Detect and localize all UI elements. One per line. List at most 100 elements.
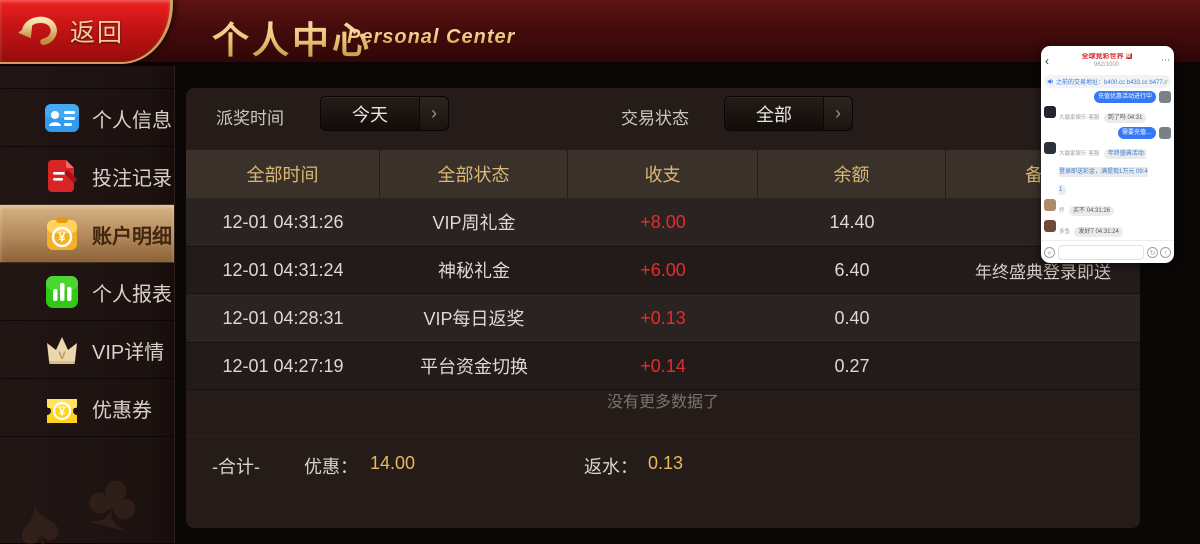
chat-message: 多鱼 发好7 04:31:24 — [1044, 220, 1171, 238]
back-arrow-icon — [18, 16, 57, 45]
back-button[interactable]: 返回 — [0, 0, 173, 64]
table-row: 12-01 04:31:24 神秘礼金 +6.00 6.40 年终盛典登录即送 — [186, 246, 1140, 294]
id-card-icon — [45, 104, 79, 132]
table-row: 12-01 04:27:19 平台资金切换 +0.14 0.27 — [186, 342, 1140, 390]
rebate-label: 返水： — [584, 457, 638, 477]
announcement-text: 之前的交易地址：b400.cc b433.cc b477.cc 之… — [1056, 80, 1166, 86]
speaker-icon — [1047, 78, 1053, 85]
avatar — [1044, 106, 1056, 118]
chat-input-bar: « ↻ ↑ — [1041, 240, 1174, 263]
cell-remark — [946, 294, 1140, 342]
chat-message: 需要充值… — [1044, 127, 1171, 139]
coupon-ticket-icon: ¥ — [47, 399, 77, 423]
avatar — [1044, 220, 1056, 232]
chat-sender-name: 多鱼 — [1059, 229, 1071, 235]
vip-crown-icon: V — [47, 337, 77, 364]
avatar — [1044, 142, 1056, 154]
transaction-status-dropdown[interactable]: 全部 › — [724, 96, 853, 131]
sidebar-item-account-details[interactable]: ¥ 账户明细 — [0, 204, 174, 263]
cell-time: 12-01 04:31:26 — [222, 211, 344, 232]
svg-text:¥: ¥ — [58, 230, 66, 245]
payout-time-dropdown[interactable]: 今天 › — [320, 96, 449, 131]
report-chart-icon — [46, 276, 78, 308]
chat-back-icon[interactable]: ‹ — [1045, 53, 1049, 68]
rebate-value: 0.13 — [648, 453, 684, 473]
cell-amount: +0.14 — [640, 355, 686, 376]
cell-type: VIP每日返奖 — [423, 309, 525, 329]
cell-remark: 年终盛典登录即送 — [975, 262, 1111, 282]
chevron-right-icon: › — [419, 97, 448, 130]
sidebar: 个人信息 投注记录 ¥ 账户明细 个人报表 — [0, 66, 175, 544]
chat-message: 充值优惠活动进行中 — [1044, 91, 1171, 103]
chat-announcement-bar[interactable]: 之前的交易地址：b400.cc b433.cc b477.cc 之… › — [1044, 75, 1171, 88]
chat-sender-name: 大赢家娱乐·客服 — [1059, 151, 1100, 157]
voice-icon[interactable]: « — [1044, 246, 1055, 258]
sidebar-item-label: 个人信息 — [92, 109, 172, 132]
cell-balance: 0.27 — [834, 355, 870, 376]
cell-amount: +0.13 — [640, 307, 686, 328]
chat-title: 全球竞彩世界 — [1081, 52, 1124, 60]
page-subtitle: Personal Center — [347, 26, 516, 48]
chat-sender-name: 乔 — [1059, 208, 1065, 214]
cell-amount: +6.00 — [640, 259, 686, 280]
sidebar-item-label: 账户明细 — [92, 225, 172, 248]
chat-bubble: 到了吗 04:31 — [1103, 113, 1147, 123]
account-detail-panel: 派奖时间 今天 › 交易状态 全部 › 全部时间 全部状态 收支 余额 备注 1… — [186, 88, 1140, 528]
chevron-right-icon: › — [823, 97, 852, 130]
cell-type: 平台资金切换 — [420, 357, 528, 377]
chat-message: 大赢家娱乐·客服 年终盛典活动·登录即送彩金，满提现1万元 09:41 — [1044, 142, 1171, 196]
total-label: -合计- — [212, 457, 260, 477]
sidebar-item-vip-details[interactable]: V VIP详情 — [0, 320, 174, 379]
chat-bubble: 需要充值… — [1117, 127, 1156, 139]
sidebar-item-label: 优惠券 — [92, 399, 152, 422]
send-icon[interactable]: ↑ — [1160, 246, 1171, 258]
cell-balance: 0.40 — [834, 307, 870, 328]
table-header-row: 全部时间 全部状态 收支 余额 备注 — [186, 150, 1140, 198]
transaction-status-value: 全部 — [756, 104, 792, 125]
chat-sender-name: 大赢家娱乐·客服 — [1059, 115, 1100, 121]
column-header-amount: 收支 — [568, 150, 758, 198]
payout-time-value: 今天 — [352, 104, 388, 125]
cell-remark — [946, 343, 1140, 389]
chat-bubble: 充值优惠活动进行中 — [1093, 91, 1156, 103]
refresh-icon[interactable]: ↻ — [1147, 246, 1158, 258]
sidebar-item-profile[interactable]: 个人信息 — [0, 88, 174, 147]
top-bar: 个人中心 Personal Center — [0, 0, 1200, 66]
cell-time: 12-01 04:28:31 — [222, 307, 344, 328]
chat-message: 大赢家娱乐·客服 到了吗 04:31 — [1044, 106, 1171, 124]
chat-title-block: 全球竞彩世界群 962/1000 — [1055, 52, 1158, 69]
column-header-time: 全部时间 — [186, 150, 380, 198]
cell-time: 12-01 04:27:19 — [222, 355, 344, 376]
sidebar-item-label: 个人报表 — [92, 283, 172, 306]
page-title: 个人中心 — [212, 10, 372, 64]
chat-bubble: 买不 04:31:26 — [1068, 206, 1114, 216]
cell-balance: 6.40 — [834, 259, 870, 280]
chat-text-input[interactable] — [1058, 244, 1144, 260]
avatar — [1044, 199, 1056, 211]
table-row: 12-01 04:28:31 VIP每日返奖 +0.13 0.40 — [186, 294, 1140, 342]
column-header-status: 全部状态 — [380, 150, 568, 198]
cell-type: 神秘礼金 — [438, 261, 510, 281]
bet-record-icon — [48, 160, 77, 192]
column-header-balance: 余额 — [758, 150, 946, 198]
sidebar-decoration: ♣ ♠ — [0, 436, 174, 544]
summary-row: -合计- 优惠： 14.00 返水： 0.13 — [186, 436, 1140, 489]
avatar — [1159, 91, 1171, 103]
chat-more-icon[interactable]: ⋯ — [1161, 55, 1170, 65]
payout-time-label: 派奖时间 — [216, 109, 284, 128]
table-row: 12-01 04:31:26 VIP周礼金 +8.00 14.40 — [186, 198, 1140, 246]
chat-message: 乔 买不 04:31:26 — [1044, 199, 1171, 217]
avatar — [1159, 127, 1171, 139]
cell-time: 12-01 04:31:24 — [222, 259, 344, 280]
sidebar-item-personal-report[interactable]: 个人报表 — [0, 262, 174, 321]
sidebar-item-label: 投注记录 — [92, 167, 172, 190]
sidebar-item-coupons[interactable]: ¥ 优惠券 — [0, 378, 174, 437]
cell-balance: 14.40 — [829, 211, 875, 232]
chat-overlay-window: ‹ 全球竞彩世界群 962/1000 ⋯ 之前的交易地址：b400.cc b43… — [1041, 46, 1174, 263]
cell-type: VIP周礼金 — [432, 213, 516, 233]
no-more-data-text: 没有更多数据了 — [606, 394, 719, 411]
back-button-label: 返回 — [70, 19, 125, 47]
svg-text:¥: ¥ — [59, 405, 66, 419]
sidebar-item-bet-records[interactable]: 投注记录 — [0, 146, 174, 205]
promo-value: 14.00 — [370, 453, 416, 473]
